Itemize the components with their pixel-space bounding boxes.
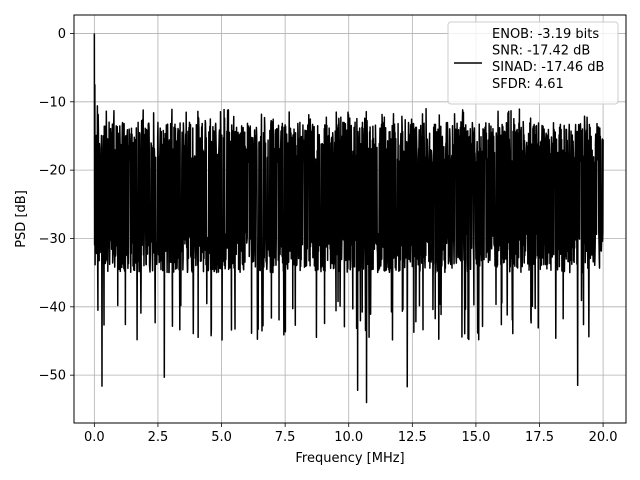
legend-box [447, 21, 619, 105]
x-tick-label: 17.5 [525, 430, 554, 445]
x-tick-label: 5.0 [211, 430, 232, 445]
plot-area [93, 33, 604, 404]
x-tick-label: 7.5 [275, 430, 296, 445]
x-tick-label: 12.5 [398, 430, 427, 445]
axes-frame [73, 14, 627, 424]
y-tick-label: −30 [39, 232, 66, 247]
psd-series-line [93, 33, 604, 404]
x-tick-label: 15.0 [461, 430, 490, 445]
y-tick-label: −40 [39, 300, 66, 315]
x-tick-label: 2.5 [148, 430, 169, 445]
x-tick-label: 10.0 [334, 430, 363, 445]
legend-text-line: ENOB: -3.19 bits [492, 27, 599, 42]
legend-text-line: SFDR: 4.61 [492, 77, 564, 92]
y-tick-label: −50 [39, 369, 66, 384]
y-tick-label: −20 [39, 164, 66, 179]
y-tick-label: −10 [39, 95, 66, 110]
x-axis-label: Frequency [MHz] [295, 451, 404, 466]
y-axis-ticks: 0 −10 −20 −30 −40 −50 [39, 27, 74, 384]
legend-text-line: SNR: -17.42 dB [492, 44, 590, 59]
y-axis-label: PSD [dB] [14, 190, 29, 248]
y-tick-label: 0 [58, 27, 66, 42]
x-axis-ticks: 0.0 2.5 5.0 7.5 10.0 12.5 15.0 17.5 20.0 [84, 423, 618, 445]
x-tick-label: 0.0 [84, 430, 105, 445]
legend-text-line: SINAD: -17.46 dB [492, 60, 604, 75]
x-tick-label: 20.0 [589, 430, 618, 445]
